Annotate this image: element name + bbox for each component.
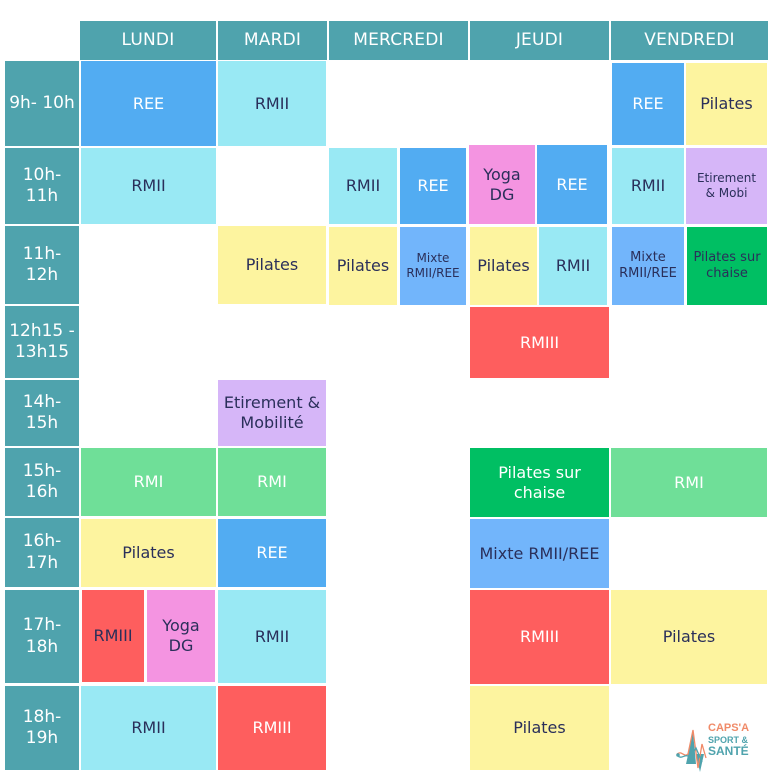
session-etirement-mobilite[interactable]: Etirement & Mobilité	[218, 380, 326, 446]
session-yoga-dg[interactable]: Yoga DG	[469, 145, 535, 224]
day-header-vendredi: VENDREDI	[611, 21, 768, 60]
session-rmii[interactable]: RMII	[612, 148, 684, 224]
time-slot-12h15: 12h15 - 13h15	[5, 306, 79, 378]
session-rmi[interactable]: RMI	[611, 448, 767, 517]
time-slot-15h: 15h- 16h	[5, 448, 79, 516]
session-rmi[interactable]: RMI	[218, 448, 326, 516]
session-yoga-dg[interactable]: Yoga DG	[147, 590, 215, 682]
session-pilates[interactable]: Pilates	[470, 227, 537, 305]
session-ree[interactable]: REE	[81, 61, 216, 146]
session-rmiii[interactable]: RMIII	[82, 590, 144, 682]
session-ree[interactable]: REE	[218, 519, 326, 587]
logo-line-capsa: CAPS'A	[708, 722, 750, 734]
session-rmii[interactable]: RMII	[218, 590, 326, 683]
time-slot-10h: 10h- 11h	[5, 148, 79, 224]
session-mixte-rmii-ree[interactable]: Mixte RMII/REE	[400, 227, 466, 305]
session-rmiii[interactable]: RMIII	[470, 307, 609, 378]
day-header-jeudi: JEUDI	[470, 21, 609, 60]
session-rmii[interactable]: RMII	[539, 227, 607, 305]
session-ree[interactable]: REE	[400, 148, 466, 224]
session-pilates[interactable]: Pilates	[686, 63, 767, 145]
time-slot-18h: 18h- 19h	[5, 686, 79, 770]
logo-line-sport: SPORT &	[708, 734, 749, 745]
session-ree[interactable]: REE	[612, 63, 684, 145]
caps-a-logo: CAPS'A SPORT & SANTÉ	[676, 722, 768, 778]
session-rmiii[interactable]: RMIII	[470, 590, 609, 684]
caps-a-wave-icon	[676, 729, 707, 772]
session-rmii[interactable]: RMII	[329, 148, 397, 224]
session-rmi[interactable]: RMI	[81, 448, 216, 516]
session-ree[interactable]: REE	[537, 145, 607, 224]
session-pilates[interactable]: Pilates	[329, 227, 397, 305]
session-rmii[interactable]: RMII	[81, 686, 216, 770]
logo-line-sante: SANTÉ	[708, 743, 749, 758]
session-rmiii[interactable]: RMIII	[218, 686, 326, 770]
session-rmii[interactable]: RMII	[81, 148, 216, 224]
time-slot-17h: 17h- 18h	[5, 590, 79, 683]
time-slot-11h: 11h- 12h	[5, 226, 79, 304]
session-pilates-sur-chaise[interactable]: Pilates sur chaise	[470, 448, 609, 517]
session-pilates[interactable]: Pilates	[470, 686, 609, 770]
time-slot-14h: 14h- 15h	[5, 380, 79, 446]
session-mixte-rmii-ree[interactable]: Mixte RMII/REE	[470, 519, 609, 588]
session-pilates[interactable]: Pilates	[81, 519, 216, 587]
day-header-mardi: MARDI	[218, 21, 327, 60]
session-pilates[interactable]: Pilates	[218, 226, 326, 304]
day-header-mercredi: MERCREDI	[329, 21, 468, 60]
time-slot-16h: 16h- 17h	[5, 518, 79, 587]
session-pilates-sur-chaise[interactable]: Pilates sur chaise	[687, 227, 767, 305]
session-rmii[interactable]: RMII	[218, 61, 326, 146]
time-slot-9h: 9h- 10h	[5, 61, 79, 146]
day-header-lundi: LUNDI	[80, 21, 216, 60]
session-pilates[interactable]: Pilates	[611, 590, 767, 684]
session-mixte-rmii-ree[interactable]: Mixte RMII/REE	[612, 227, 684, 305]
session-etirement-mobi[interactable]: Etirement & Mobi	[686, 148, 767, 224]
